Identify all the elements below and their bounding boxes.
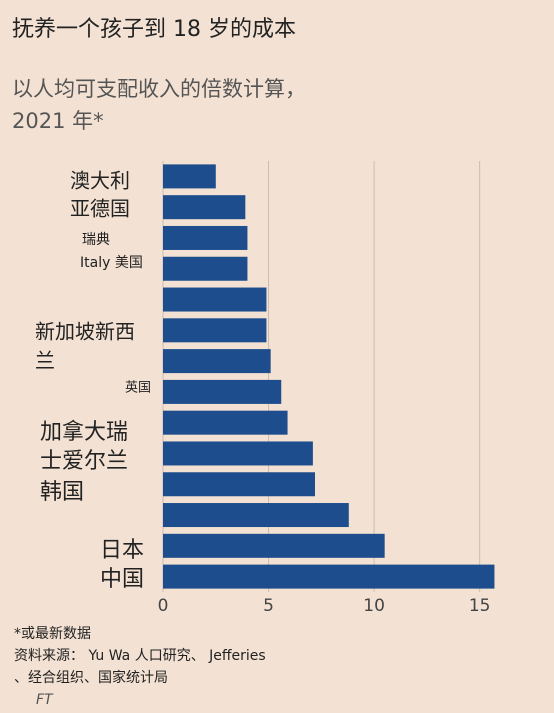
- source: FT: [36, 692, 54, 708]
- bar: [163, 410, 288, 435]
- y-tick-label: 兰: [35, 349, 55, 373]
- y-tick-label: 亚德国: [70, 197, 130, 221]
- bar: [163, 164, 216, 189]
- y-tick-label: 瑞典: [82, 232, 110, 248]
- bar: [163, 195, 246, 220]
- y-tick-label: Italy 美国: [80, 255, 143, 271]
- y-tick-label: 士爱尔兰: [40, 449, 128, 474]
- x-tick-label: 0: [158, 596, 169, 616]
- bar: [163, 287, 267, 312]
- bar: [163, 441, 313, 466]
- subtitle: 2021 年*: [12, 109, 104, 133]
- x-tick-label: 10: [363, 596, 385, 616]
- y-tick-label: 加拿大瑞: [40, 419, 128, 445]
- y-tick-label: 中国: [100, 567, 144, 592]
- note: *或最新数据: [14, 626, 91, 642]
- bar: [163, 256, 248, 281]
- chart-title: 抚养一个孩子到 18 岁的成本: [12, 17, 296, 42]
- bar: [163, 503, 349, 528]
- bar: [163, 533, 385, 558]
- y-tick-label: 英国: [125, 381, 151, 396]
- y-tick-label: 澳大利: [70, 169, 130, 193]
- bar: [163, 564, 495, 589]
- subtitle: 以人均可支配收入的倍数计算，: [12, 77, 306, 101]
- x-tick-label: 15: [469, 596, 491, 616]
- bar: [163, 472, 315, 497]
- x-tick-label: 5: [263, 596, 274, 616]
- bar: [163, 349, 271, 374]
- bar: [163, 225, 248, 250]
- note: 资料来源： Yu Wa 人口研究、 Jefferies: [14, 648, 266, 664]
- bar: [163, 318, 267, 343]
- bar: [163, 379, 282, 404]
- y-tick-label: 日本: [100, 538, 144, 563]
- y-tick-label: 韩国: [40, 480, 84, 505]
- y-tick-label: 新加坡新西: [35, 320, 135, 344]
- note: 、经合组织、国家统计局: [14, 669, 168, 686]
